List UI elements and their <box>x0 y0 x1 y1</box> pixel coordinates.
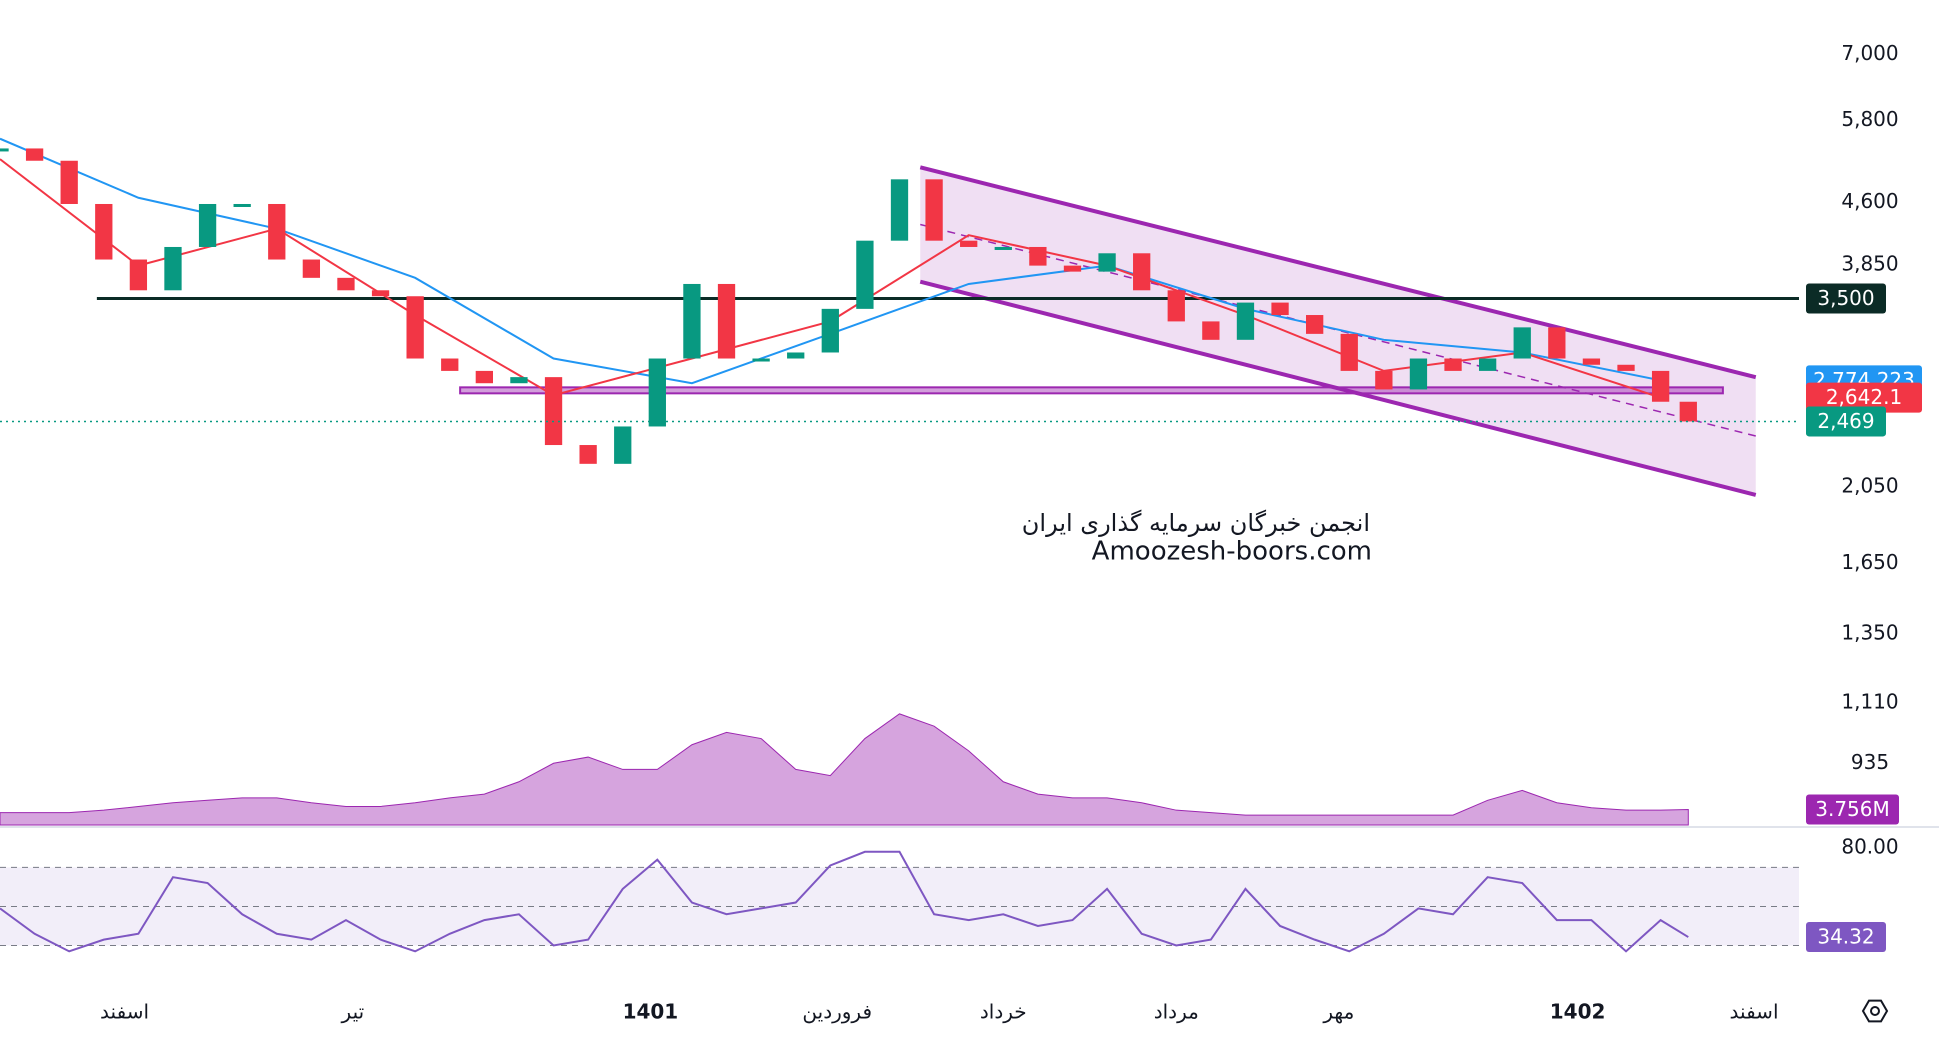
y-tick-label: 935 <box>1851 750 1889 774</box>
candle <box>787 352 805 359</box>
x-tick-label: 1401 <box>623 1000 679 1024</box>
candle <box>60 160 78 204</box>
candle <box>1548 327 1566 359</box>
candle <box>1679 401 1697 422</box>
candle <box>1409 358 1428 390</box>
plot: 7,000 5,800 4,600 3,850 2,050 1,650 1,350 1,110… <box>0 41 1939 1024</box>
candle <box>579 445 597 464</box>
candle <box>717 283 736 359</box>
candle <box>95 203 113 260</box>
candle <box>614 426 632 464</box>
rsi-line <box>0 850 1689 953</box>
candle <box>752 358 770 362</box>
channel-midline <box>920 223 1756 437</box>
price-tag-label: 2,469 <box>1817 409 1874 433</box>
candle <box>648 358 666 427</box>
x-tick-label: خرداد <box>980 1000 1027 1024</box>
x-tick-label: اسفند <box>1730 1000 1779 1024</box>
candle <box>1513 327 1531 359</box>
candle <box>1651 370 1670 402</box>
candle <box>0 148 9 152</box>
y-tick-label: 5,800 <box>1841 107 1898 131</box>
candle <box>856 240 874 309</box>
channel-line <box>919 165 1757 380</box>
price-tag <box>1806 406 1886 437</box>
watermark: انجمن خبرگان سرمایه گذاری ایران <box>1022 509 1370 537</box>
candle <box>821 308 839 353</box>
candle <box>1167 290 1185 322</box>
candle <box>268 203 286 260</box>
candle <box>1133 253 1151 291</box>
x-tick-label: مرداد <box>1154 1000 1199 1024</box>
candle <box>1202 321 1220 340</box>
channel-fill <box>920 167 1756 495</box>
price-tag <box>1806 794 1899 825</box>
price-tag-label: 3.756M <box>1815 797 1890 821</box>
x-tick-label: اسفند <box>100 1000 149 1024</box>
x-tick-label: فروردین <box>802 1000 872 1024</box>
rsi-tick-label: 80.00 <box>1841 834 1898 858</box>
y-tick-label: 1,650 <box>1841 550 1898 574</box>
candle <box>994 246 1012 250</box>
candle <box>890 179 909 241</box>
x-tick-label: مهر <box>1322 1000 1354 1024</box>
volume-area <box>0 713 1689 826</box>
candle <box>233 203 251 207</box>
price-tag <box>1806 382 1922 413</box>
candle <box>198 203 217 247</box>
candle <box>1271 302 1289 316</box>
y-tick-label: 3,850 <box>1841 251 1898 275</box>
price-tag-label: 3,500 <box>1817 286 1874 310</box>
candle <box>1098 253 1116 272</box>
candle <box>1063 265 1082 272</box>
price-tag <box>1806 922 1886 953</box>
candle <box>164 246 182 291</box>
candle <box>1444 358 1462 371</box>
y-tick-label: 7,000 <box>1841 41 1898 65</box>
candle <box>441 358 459 371</box>
candle <box>1478 358 1497 371</box>
candle <box>960 240 978 247</box>
price-tag-label: 34.32 <box>1817 925 1874 949</box>
candle <box>1029 246 1047 266</box>
candle <box>406 296 424 359</box>
x-tick-label: 1402 <box>1550 1000 1606 1024</box>
watermark: Amoozesh-boors.com <box>1092 537 1372 567</box>
candle <box>1340 333 1358 371</box>
settings-icon[interactable] <box>1861 999 1889 1023</box>
candle <box>129 259 148 291</box>
candle <box>1582 358 1601 365</box>
icon-shape <box>1861 999 1889 1023</box>
icon-dot <box>1870 1006 1880 1016</box>
x-tick-label: تیر <box>341 1000 365 1024</box>
price-tag-label: 2,642.1 <box>1826 385 1902 409</box>
candle <box>1617 364 1635 371</box>
zone <box>459 386 1724 395</box>
y-tick-label: 1,110 <box>1841 689 1898 713</box>
candle <box>25 148 44 161</box>
candle <box>337 277 355 291</box>
candle <box>1375 370 1393 390</box>
candle <box>475 370 493 384</box>
candle <box>1236 302 1255 340</box>
candle <box>302 259 321 278</box>
y-tick-label: 4,600 <box>1841 189 1898 213</box>
candle <box>510 377 528 384</box>
y-tick-label: 1,350 <box>1841 621 1898 645</box>
candle <box>1306 315 1324 334</box>
candle <box>925 179 943 241</box>
y-tick-label: 2,050 <box>1841 473 1898 497</box>
candle <box>683 283 701 359</box>
candle <box>371 290 390 297</box>
candle <box>544 377 563 446</box>
price-tag <box>1806 283 1886 314</box>
